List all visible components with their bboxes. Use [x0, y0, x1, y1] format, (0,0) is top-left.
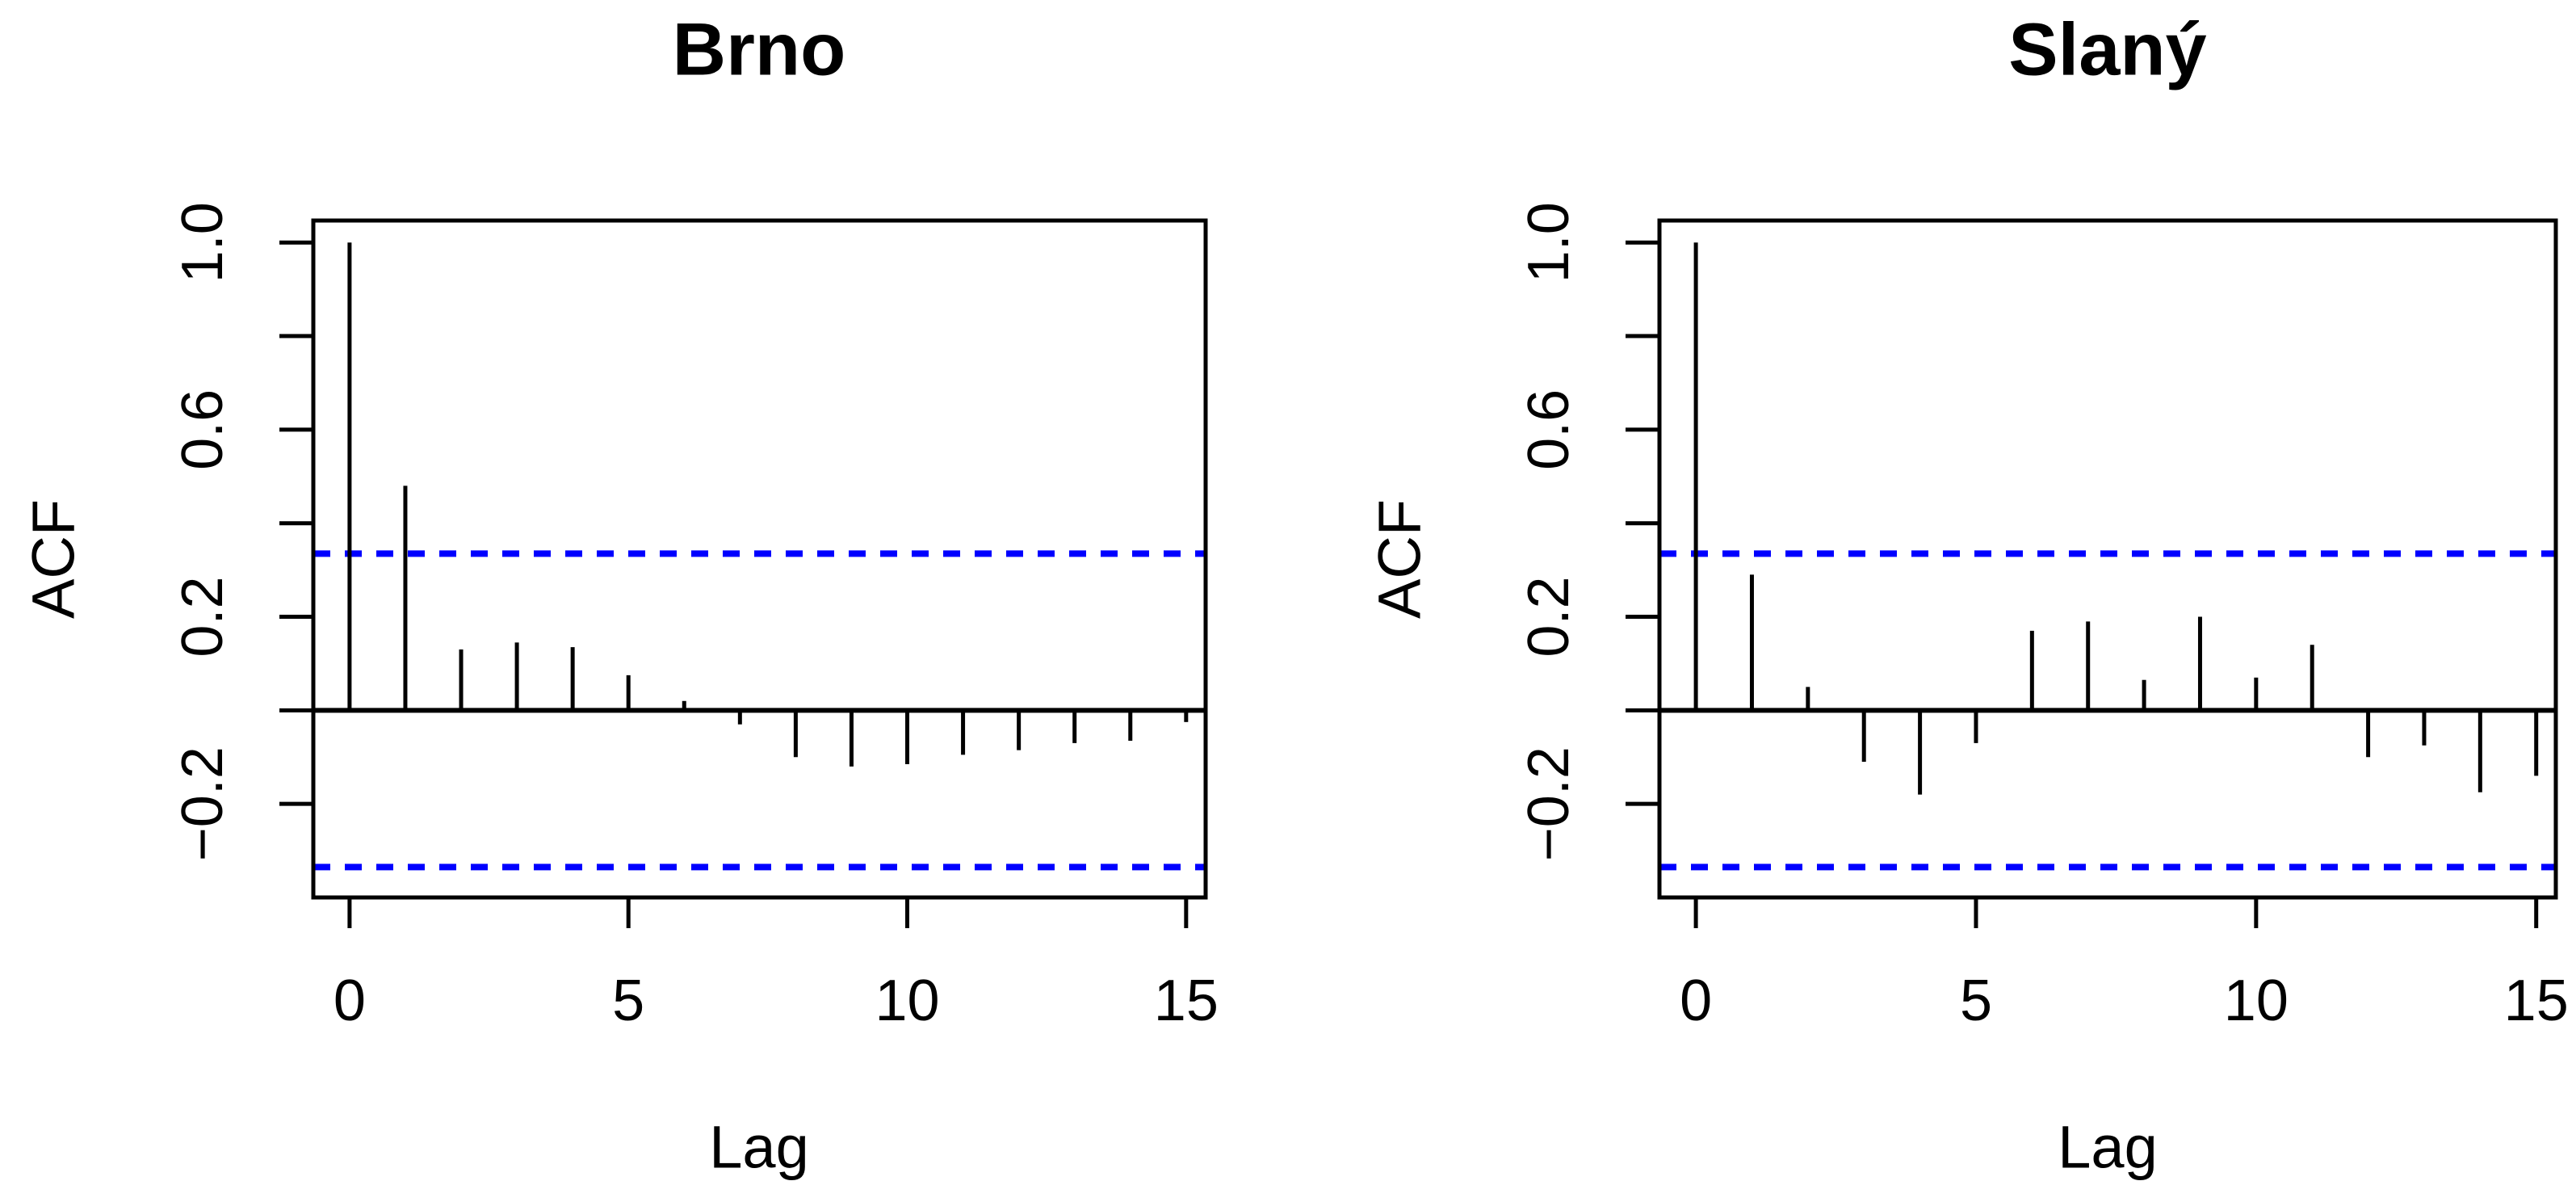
x-axis-label-right: Lag [2058, 1113, 2158, 1181]
plot-box [311, 218, 1208, 900]
panel-title-right: Slaný [2008, 8, 2207, 91]
plot-box [1657, 218, 2558, 900]
x-tick-label-10: 10 [875, 969, 939, 1033]
y-tick-label-1: 1.0 [170, 202, 235, 283]
x-tick-label-15: 15 [1154, 969, 1219, 1033]
x-tick-label-15: 15 [2504, 969, 2569, 1033]
y-tick-label-0.6: 0.6 [1517, 389, 1581, 470]
y-tick-label-0.2: 0.2 [1517, 576, 1581, 657]
x-tick-label-0: 0 [1680, 969, 1712, 1033]
panel-brno: −0.2 0.2 0.6 1.0 0 5 10 15 [170, 202, 1219, 1033]
panel-slaný: −0.2 0.2 0.6 1.0 0 5 10 15 [1517, 202, 2569, 1033]
y-tick-label-1: 1.0 [1517, 202, 1581, 283]
x-tick-label-5: 5 [612, 969, 644, 1033]
y-axis-label-left: ACF [19, 499, 87, 619]
y-tick-label--0.2: −0.2 [170, 746, 235, 861]
x-tick-label-5: 5 [1960, 969, 1992, 1033]
y-tick-label--0.2: −0.2 [1517, 746, 1581, 861]
y-axis-label-right: ACF [1366, 499, 1433, 619]
x-tick-label-0: 0 [334, 969, 366, 1033]
x-tick-label-10: 10 [2224, 969, 2289, 1033]
y-tick-label-0.2: 0.2 [170, 576, 235, 657]
panel-title-left: Brno [672, 8, 846, 91]
y-tick-label-0.6: 0.6 [170, 389, 235, 470]
x-axis-label-left: Lag [709, 1113, 809, 1181]
